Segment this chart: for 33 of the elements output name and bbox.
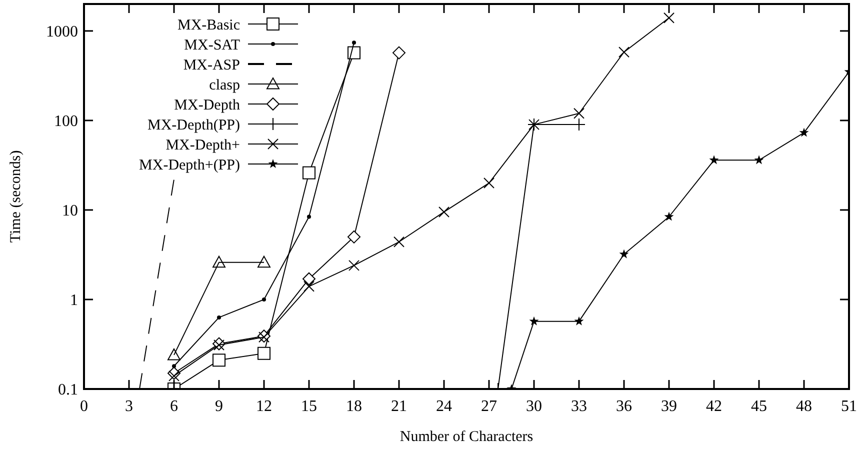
y-tick-label: 1000 (46, 24, 78, 41)
legend-label: MX-Basic (178, 17, 240, 34)
y-tick-label: 1 (70, 292, 78, 310)
x-tick-label: 51 (841, 398, 857, 415)
x-tick-label: 48 (796, 398, 812, 415)
x-tick-label: 12 (256, 398, 272, 415)
y-tick-label: 100 (54, 113, 78, 130)
x-tick-label: 42 (706, 398, 722, 415)
legend-label: MX-Depth(PP) (148, 117, 240, 134)
x-tick-label: 21 (391, 398, 407, 415)
x-tick-label: 6 (170, 398, 178, 415)
x-tick-label: 30 (526, 398, 542, 415)
x-tick-label: 3 (125, 398, 133, 415)
x-tick-label: 0 (80, 398, 88, 415)
x-tick-label: 36 (616, 398, 632, 415)
y-axis-title: Time (seconds) (8, 150, 24, 243)
legend-label: MX-Depth+(PP) (139, 157, 240, 174)
legend-label: MX-Depth+ (166, 137, 240, 154)
x-axis-title: Number of Characters (400, 429, 534, 445)
legend-label: MX-ASP (183, 57, 240, 74)
legend-label: MX-SAT (184, 37, 240, 54)
legend-label: clasp (209, 77, 240, 94)
x-tick-label: 24 (436, 398, 452, 415)
x-tick-label: 15 (301, 398, 317, 415)
x-tick-label: 39 (661, 398, 677, 415)
x-tick-label: 9 (215, 398, 223, 415)
y-tick-label: 10 (62, 202, 78, 220)
legend-label: MX-Depth (174, 97, 240, 114)
x-tick-label: 45 (751, 398, 767, 415)
x-tick-label: 18 (346, 398, 362, 415)
x-tick-label: 33 (571, 398, 587, 415)
x-tick-label: 27 (481, 398, 497, 415)
y-tick-label: 0.1 (58, 382, 78, 399)
